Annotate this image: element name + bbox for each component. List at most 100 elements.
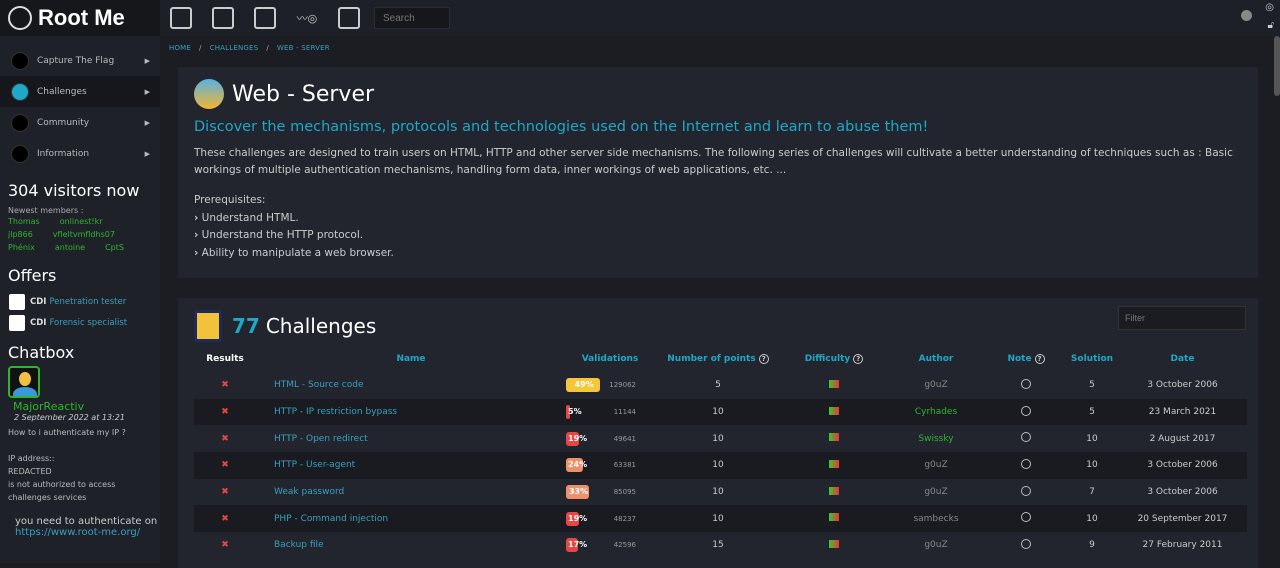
challenge-name-link[interactable]: HTTP - IP restriction bypass [256, 398, 566, 426]
member-link[interactable]: antoine [54, 243, 86, 252]
author-link[interactable]: g0uZ [886, 452, 986, 479]
chat-username[interactable]: MajorReactiv [13, 400, 85, 413]
sidebar-item-challenges[interactable]: Challenges ▶ [0, 76, 160, 107]
prereq-text: Understand the HTTP protocol. [201, 229, 364, 241]
sidebar-item-information[interactable]: Information ▶ [0, 138, 160, 169]
challenges-icon[interactable] [212, 7, 234, 29]
logo[interactable]: Root Me [0, 0, 160, 36]
author-link[interactable]: g0uZ [924, 380, 948, 391]
chevron-right-icon: ▶ [144, 149, 150, 158]
not-solved-icon: ✖ [194, 452, 256, 479]
challenge-row[interactable]: ✖ HTTP - IP restriction bypass 5% 11144 1… [194, 398, 1247, 426]
note-cell [986, 532, 1066, 559]
breadcrumb-web-server[interactable]: WEB - SERVER [276, 44, 330, 52]
help-icon[interactable]: ? [758, 354, 769, 364]
challenge-name-link[interactable]: HTML - Source code [274, 380, 364, 391]
prereq-text: Understand HTML. [201, 211, 299, 224]
offer-link[interactable]: Penetration tester [49, 296, 127, 307]
scrollbar[interactable] [1274, 36, 1280, 96]
challenge-row[interactable]: ✖ Weak password 33% 85095 10 g0uZ 7 3 Oct… [194, 479, 1247, 506]
offer-link[interactable]: Forensic specialist [49, 317, 128, 328]
validation-percent-bar: 17% [566, 538, 587, 553]
author-link[interactable]: Swissky [918, 433, 954, 444]
sidebar-item-community[interactable]: Community ▶ [0, 107, 160, 138]
solution-cell[interactable]: 10 [1086, 433, 1098, 444]
difficulty-bars-icon [829, 379, 839, 388]
page-subtitle: Discover the mechanisms, protocols and t… [194, 119, 929, 135]
author-link[interactable]: Cyrhades [886, 398, 986, 426]
challenge-row[interactable]: ✖ PHP - Command injection 19% 48237 10 sa… [194, 505, 1247, 533]
login-lock-icon[interactable]: 🔓︎ [1267, 20, 1274, 31]
help-icon[interactable]: ? [1034, 354, 1045, 364]
date-cell: 3 October 2006 [1147, 487, 1218, 498]
offer-item[interactable]: CDI Forensic specialist [0, 312, 160, 333]
challenge-name-link[interactable]: Backup file [274, 540, 324, 551]
skull-logo-icon [8, 6, 32, 30]
chat-link[interactable]: https://www.root-me.org/ [15, 527, 141, 538]
validations-cell: 33% 85095 [566, 479, 654, 506]
difficulty-bars-icon [829, 539, 839, 548]
help-icon[interactable]: ? [853, 354, 864, 364]
language-globe-icon[interactable] [1241, 10, 1252, 21]
challenge-name-link[interactable]: PHP - Command injection [256, 505, 566, 533]
prereq-item: › Understand the HTTP protocol. [194, 229, 364, 241]
challenge-name-link[interactable]: HTTP - User-agent [256, 452, 566, 479]
column-author[interactable]: Author [918, 354, 954, 364]
chat-line: challenges services [8, 493, 87, 502]
challenge-name-link[interactable]: HTTP - Open redirect [274, 433, 368, 444]
ctf-icon[interactable] [170, 7, 192, 29]
shop-icon[interactable] [338, 7, 360, 29]
author-link[interactable]: g0uZ [924, 487, 948, 498]
column-date[interactable]: Date [1170, 354, 1195, 364]
community-icon[interactable]: 〰◎ [296, 12, 318, 25]
category-intro-panel: Web - Server Discover the mechanisms, pr… [178, 67, 1258, 278]
member-link[interactable]: Phénix [8, 243, 35, 252]
solution-cell[interactable]: 5 [1089, 380, 1095, 391]
challenge-row[interactable]: ✖ Backup file 17% 42596 15 g0uZ 9 27 Febr… [194, 532, 1247, 559]
validation-percent-bar: 33% [566, 485, 590, 500]
date-cell: 2 August 2017 [1149, 433, 1216, 444]
author-link[interactable]: sambecks [886, 505, 986, 533]
column-points[interactable]: Number of points? [654, 346, 782, 372]
challenge-row[interactable]: ✖ HTTP - User-agent 24% 63381 10 g0uZ 10 … [194, 452, 1247, 479]
validations-cell: 24% 63381 [566, 452, 654, 479]
filter-input[interactable] [1118, 306, 1246, 330]
sidebar-item-capture-the-flag[interactable]: Capture The Flag ▶ [0, 45, 160, 76]
column-validations[interactable]: Validations [581, 354, 639, 364]
column-label: Note [1007, 354, 1032, 364]
difficulty-bars-icon [829, 513, 839, 522]
member-link[interactable]: Thomas [8, 217, 40, 226]
validation-count: 48237 [613, 514, 636, 523]
member-link[interactable]: onlinest!kr [59, 217, 103, 226]
solution-cell[interactable]: 5 [1066, 398, 1118, 426]
top-bar: 〰◎ [160, 0, 1280, 36]
user-avatar[interactable] [8, 366, 40, 398]
solution-cell[interactable]: 9 [1089, 540, 1095, 551]
breadcrumb-challenges[interactable]: CHALLENGES [209, 44, 259, 52]
challenge-row[interactable]: ✖ HTML - Source code 49% 129062 5 g0uZ 5 … [194, 372, 1247, 399]
member-link[interactable]: jlp866 [8, 230, 33, 239]
author-link[interactable]: g0uZ [924, 540, 948, 551]
member-link[interactable]: vfleltvmfldhs07 [52, 230, 115, 239]
solution-cell[interactable]: 10 [1066, 452, 1118, 479]
offer-item[interactable]: CDI Penetration tester [0, 291, 160, 312]
documents-icon[interactable] [254, 7, 276, 29]
search-input[interactable] [374, 7, 450, 29]
difficulty-cell [782, 452, 886, 479]
breadcrumb-home[interactable]: HOME [169, 44, 192, 52]
solution-cell[interactable]: 10 [1066, 505, 1118, 533]
column-difficulty[interactable]: Difficulty? [782, 346, 886, 372]
member-link[interactable]: CptS [105, 243, 124, 252]
settings-icon[interactable]: ◎ [1265, 2, 1274, 13]
column-solution[interactable]: Solution [1070, 354, 1114, 364]
challenge-row[interactable]: ✖ HTTP - Open redirect 19% 49641 10 Swiss… [194, 425, 1247, 452]
page-title: Web - Server [232, 81, 375, 107]
chat-line: is not authorized to access [8, 480, 116, 489]
challenge-name-link[interactable]: Weak password [274, 487, 345, 498]
column-name[interactable]: Name [396, 354, 426, 364]
column-note[interactable]: Note? [986, 346, 1066, 372]
column-results[interactable]: Results [206, 354, 244, 364]
solution-cell[interactable]: 7 [1089, 487, 1095, 498]
date-cell: 27 February 2011 [1142, 540, 1223, 551]
